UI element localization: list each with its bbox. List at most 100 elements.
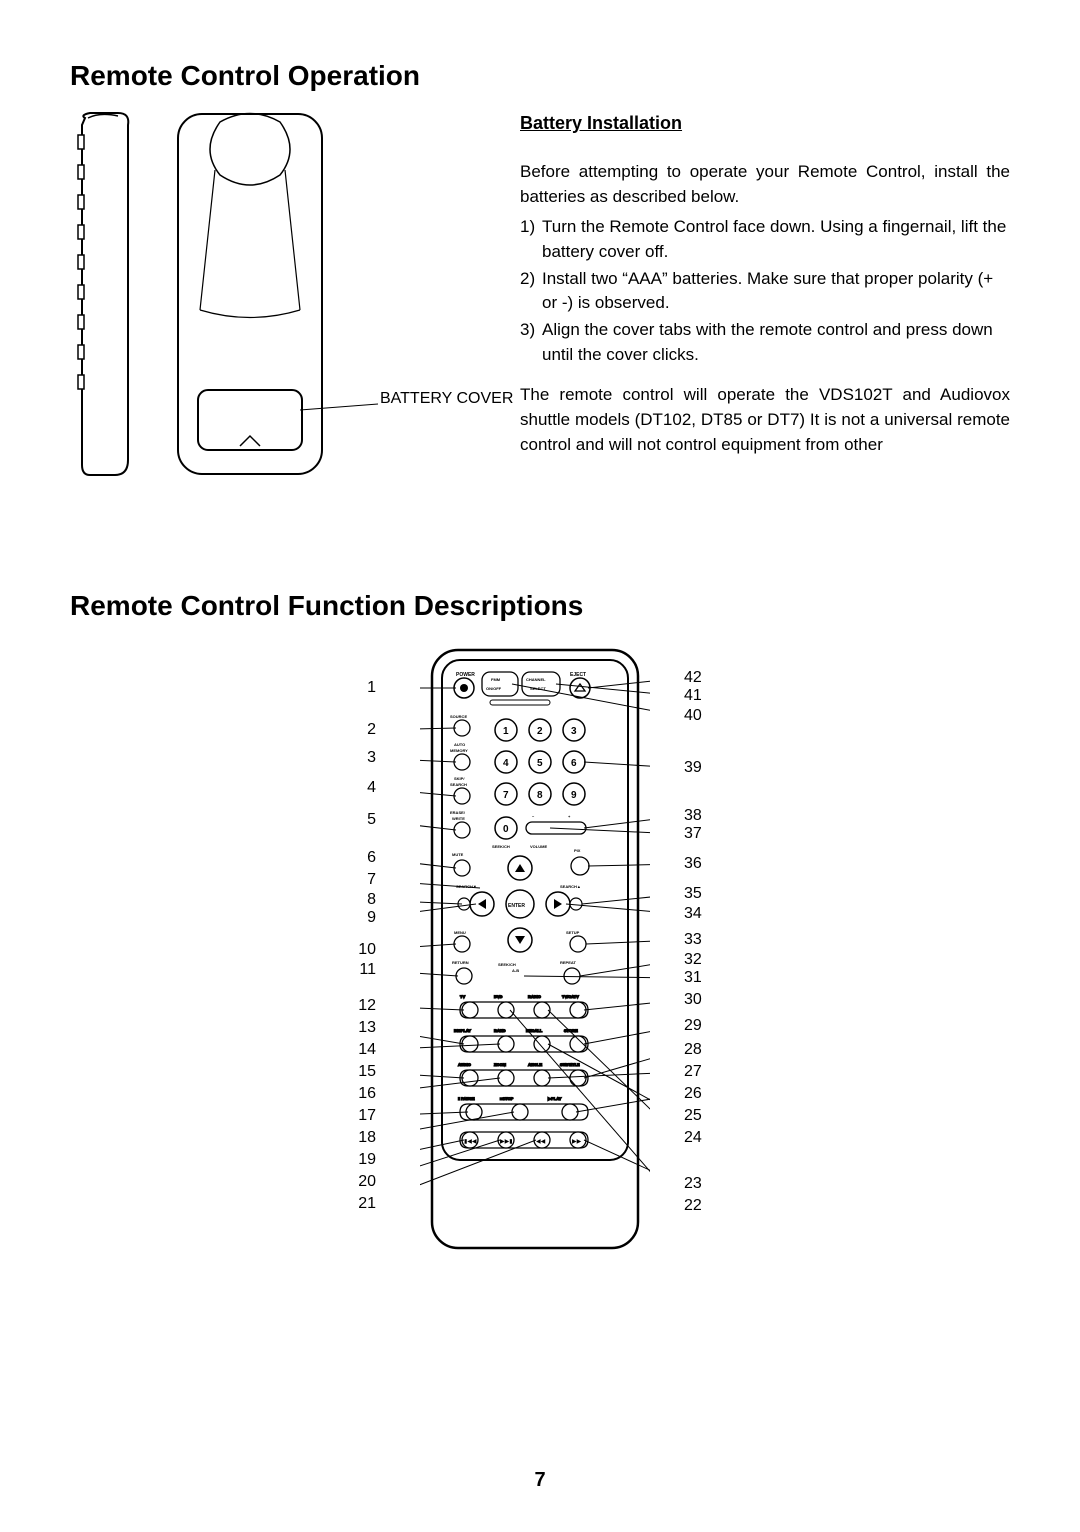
heading-functions: Remote Control Function Descriptions — [70, 590, 1010, 622]
battery-heading: Battery Installation — [520, 110, 1010, 136]
callout-right: 27 — [684, 1063, 702, 1081]
callout-left: 6 — [356, 849, 376, 867]
svg-text:TV/CATV: TV/CATV — [562, 994, 579, 999]
svg-text:ERASE/: ERASE/ — [450, 810, 466, 815]
svg-text:PIX: PIX — [574, 848, 581, 853]
top-section: BATTERY COVER Battery Installation Befor… — [70, 110, 1010, 510]
svg-text:▮◀◀: ▮◀◀ — [464, 1139, 477, 1145]
svg-text:TV: TV — [460, 994, 465, 999]
callout-left: 10 — [356, 941, 376, 959]
svg-text:CHANNEL: CHANNEL — [526, 677, 546, 682]
svg-text:WRITE: WRITE — [452, 816, 465, 821]
svg-text:A-B: A-B — [512, 968, 519, 973]
svg-text:SETUP: SETUP — [566, 930, 580, 935]
svg-text:ENTER: ENTER — [508, 903, 525, 909]
svg-text:◀◀: ◀◀ — [536, 1139, 546, 1145]
step-number: 1) — [520, 215, 542, 264]
callout-left: 12 — [356, 997, 376, 1015]
steps-list: 1)Turn the Remote Control face down. Usi… — [520, 215, 1010, 367]
svg-text:SEARCH▲: SEARCH▲ — [560, 884, 581, 889]
step-text: Align the cover tabs with the remote con… — [542, 318, 1010, 367]
callout-right: 31 — [684, 969, 702, 987]
step-item: 3)Align the cover tabs with the remote c… — [520, 318, 1010, 367]
callout-left: 21 — [356, 1195, 376, 1213]
svg-text:8: 8 — [537, 790, 543, 801]
callout-left: 15 — [356, 1063, 376, 1081]
callout-right: 25 — [684, 1107, 702, 1125]
callout-right: 34 — [684, 905, 702, 923]
svg-text:9: 9 — [571, 790, 577, 801]
callout-left: 17 — [356, 1107, 376, 1125]
svg-text:MEMORY: MEMORY — [450, 748, 468, 753]
callout-left: 1 — [356, 679, 376, 697]
callout-right: 40 — [684, 707, 702, 725]
svg-text:5: 5 — [537, 758, 543, 769]
svg-text:DVD: DVD — [494, 994, 503, 999]
svg-text:‖ PAUSE: ‖ PAUSE — [458, 1096, 475, 1101]
step-text: Install two “AAA” batteries. Make sure t… — [542, 267, 1010, 316]
battery-cover-leader — [300, 400, 390, 420]
svg-text:▶▶▮: ▶▶▮ — [500, 1139, 513, 1145]
svg-text:AUDIO: AUDIO — [458, 1062, 471, 1067]
svg-text:1: 1 — [503, 726, 509, 737]
callout-left: 18 — [356, 1129, 376, 1147]
svg-text:MENU: MENU — [454, 930, 466, 935]
svg-text:■STOP: ■STOP — [500, 1096, 514, 1101]
svg-text:RETURN: RETURN — [452, 960, 469, 965]
callout-left: 7 — [356, 871, 376, 889]
callout-left: 11 — [356, 961, 376, 979]
svg-text:DISPLAY: DISPLAY — [454, 1028, 471, 1033]
step-item: 2)Install two “AAA” batteries. Make sure… — [520, 267, 1010, 316]
svg-text:ANGLE: ANGLE — [528, 1062, 542, 1067]
heading-operation: Remote Control Operation — [70, 60, 1010, 92]
svg-text:RADIO: RADIO — [528, 994, 541, 999]
front-section: POWER FMM ON/OFF CHANNEL SELECT EJECT SO… — [70, 640, 1010, 1340]
svg-text:RECALL: RECALL — [526, 1028, 543, 1033]
remote-back-view — [170, 110, 330, 480]
svg-text:ON/OFF: ON/OFF — [486, 686, 502, 691]
svg-text:4: 4 — [503, 758, 509, 769]
battery-cover-label: BATTERY COVER — [380, 390, 513, 408]
svg-text:6: 6 — [571, 758, 577, 769]
battery-instructions: Battery Installation Before attempting t… — [520, 110, 1010, 510]
callout-right: 24 — [684, 1129, 702, 1147]
callout-right: 37 — [684, 825, 702, 843]
svg-text:ZOOM: ZOOM — [494, 1062, 507, 1067]
callout-left: 13 — [356, 1019, 376, 1037]
callout-right: 39 — [684, 759, 702, 777]
svg-text:▶PLAY: ▶PLAY — [547, 1096, 562, 1101]
remote-side-view — [70, 110, 140, 480]
note-text: The remote control will operate the VDS1… — [520, 383, 1010, 457]
svg-text:2: 2 — [537, 726, 543, 737]
svg-text:SEEK/CH: SEEK/CH — [498, 962, 516, 967]
callout-left: 20 — [356, 1173, 376, 1191]
callout-right: 23 — [684, 1175, 702, 1193]
svg-text:7: 7 — [503, 790, 509, 801]
svg-text:SUBTITLE: SUBTITLE — [560, 1062, 580, 1067]
callout-left: 3 — [356, 749, 376, 767]
callout-right: 38 — [684, 807, 702, 825]
svg-text:REPEAT: REPEAT — [560, 960, 576, 965]
callout-left: 8 — [356, 891, 376, 909]
intro-text: Before attempting to operate your Remote… — [520, 160, 1010, 209]
callout-right: 22 — [684, 1197, 702, 1215]
callout-left: 19 — [356, 1151, 376, 1169]
callout-left: 9 — [356, 909, 376, 927]
callout-left: 4 — [356, 779, 376, 797]
svg-text:SOURCE: SOURCE — [450, 714, 467, 719]
callout-left: 2 — [356, 721, 376, 739]
svg-text:3: 3 — [571, 726, 577, 737]
svg-text:▶▶: ▶▶ — [572, 1139, 582, 1145]
step-number: 2) — [520, 267, 542, 316]
callout-right: 41 — [684, 687, 702, 705]
svg-text:EJECT: EJECT — [570, 672, 586, 678]
step-number: 3) — [520, 318, 542, 367]
svg-text:POWER: POWER — [456, 672, 475, 678]
step-item: 1)Turn the Remote Control face down. Usi… — [520, 215, 1010, 264]
svg-text:MUTE: MUTE — [452, 852, 464, 857]
step-text: Turn the Remote Control face down. Using… — [542, 215, 1010, 264]
remote-front-view: POWER FMM ON/OFF CHANNEL SELECT EJECT SO… — [420, 640, 650, 1260]
svg-text:SEEK/CH: SEEK/CH — [492, 844, 510, 849]
callout-right: 29 — [684, 1017, 702, 1035]
callout-right: 28 — [684, 1041, 702, 1059]
